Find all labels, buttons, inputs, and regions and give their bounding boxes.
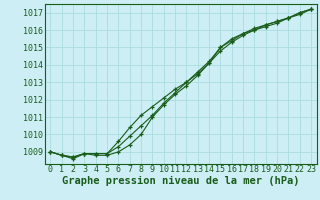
X-axis label: Graphe pression niveau de la mer (hPa): Graphe pression niveau de la mer (hPa) [62,176,300,186]
